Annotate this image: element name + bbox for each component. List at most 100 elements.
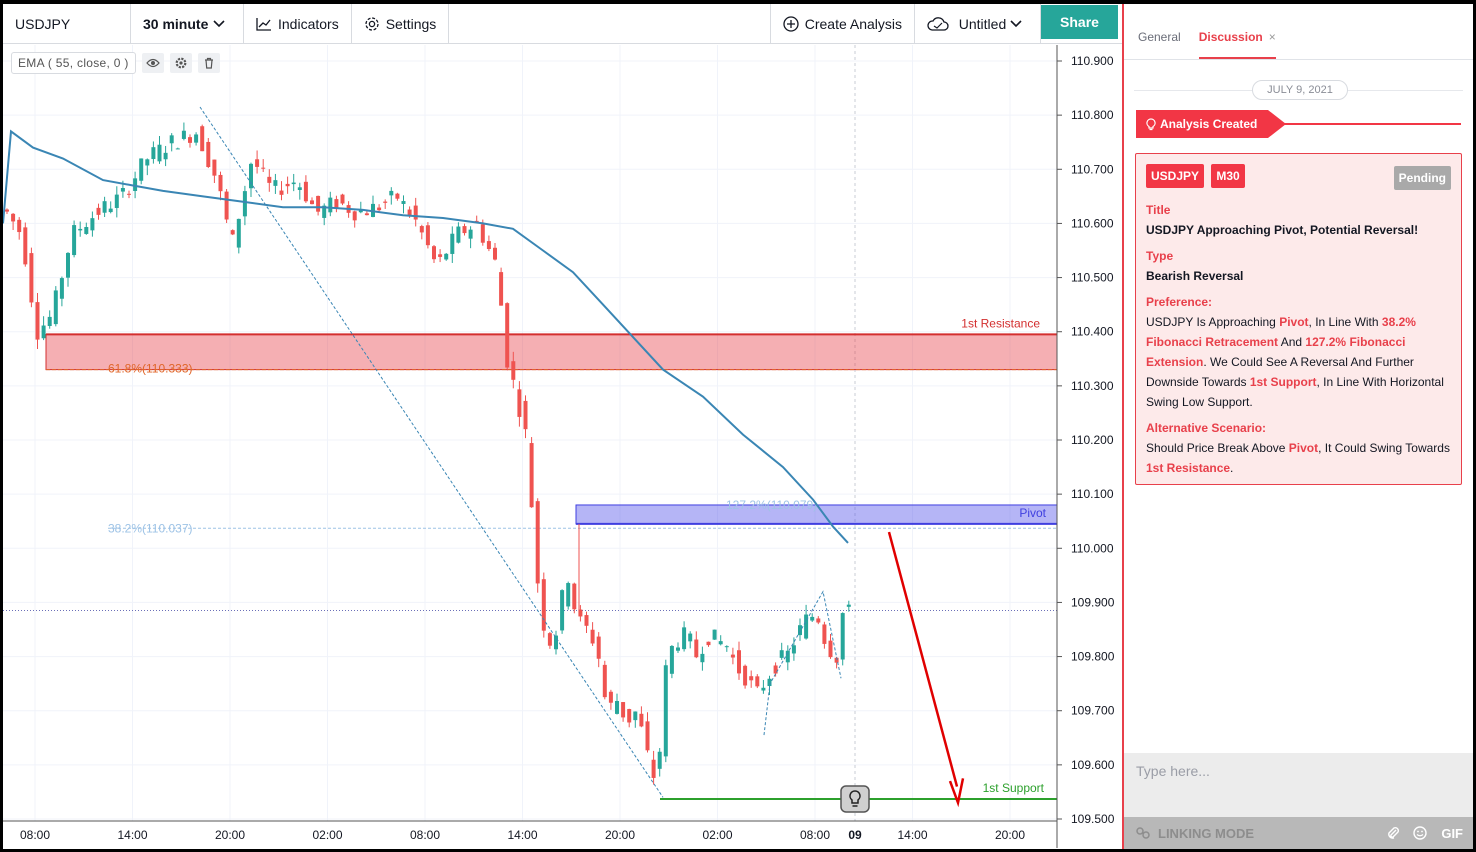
chart-grid xyxy=(3,45,1057,821)
close-icon[interactable]: × xyxy=(1268,30,1276,44)
tab-general[interactable]: General xyxy=(1138,30,1181,59)
candle-body xyxy=(688,633,693,642)
candle-body xyxy=(139,158,144,181)
price-axis-label: 110.700 xyxy=(1071,162,1114,176)
paperclip-icon[interactable] xyxy=(1387,826,1400,840)
candle-body xyxy=(78,228,83,231)
candle-body xyxy=(236,218,241,248)
candle-body xyxy=(407,209,412,217)
emoji-icon[interactable] xyxy=(1413,826,1428,840)
ema-line xyxy=(2,129,849,544)
message-input[interactable]: Type here... xyxy=(1124,753,1473,817)
candle-body xyxy=(682,627,687,650)
candle-body xyxy=(267,176,272,183)
symbol-selector[interactable]: USDJPY xyxy=(3,4,131,43)
candle-body xyxy=(584,615,589,626)
abcd-trendline xyxy=(763,590,842,736)
fib-618-label: 61.8%(110.333) xyxy=(108,362,193,376)
price-axis-label: 109.500 xyxy=(1071,812,1115,826)
status-badge: Pending xyxy=(1393,166,1451,190)
candle-body xyxy=(413,205,418,220)
candle-body xyxy=(206,141,211,167)
candle-body xyxy=(535,501,540,584)
candle-body xyxy=(834,657,839,663)
link-icon[interactable] xyxy=(1134,825,1152,841)
price-axis-label: 109.700 xyxy=(1071,704,1115,718)
gear-icon xyxy=(365,16,379,31)
candle-body xyxy=(590,629,595,644)
candle-body xyxy=(810,616,815,621)
layout-dropdown[interactable]: Untitled xyxy=(915,4,1041,43)
price-axis-label: 110.800 xyxy=(1071,108,1114,122)
candle-body xyxy=(700,653,705,663)
price-axis-label: 110.900 xyxy=(1071,54,1114,68)
candle-body xyxy=(602,664,607,698)
time-axis-label: 08:00 xyxy=(20,828,50,842)
candle-body xyxy=(200,126,205,152)
pivot-label: Pivot xyxy=(1019,506,1046,520)
share-button[interactable]: Share xyxy=(1041,5,1118,39)
price-chart[interactable]: 1st Resistance 61.8%(110.333) Pivot 38.2%(1… xyxy=(2,45,1122,848)
indicators-button[interactable]: Indicators xyxy=(244,4,352,43)
panel-tabs: General Discussion × xyxy=(1124,4,1473,60)
candle-body xyxy=(663,665,668,757)
candle-body xyxy=(273,180,278,186)
candle-body xyxy=(285,183,290,187)
candle-body xyxy=(474,220,479,222)
candle-body xyxy=(828,640,833,658)
alternative-label: Alternative Scenario: xyxy=(1146,421,1267,435)
candle-body xyxy=(486,241,491,250)
candle-body xyxy=(120,188,125,192)
candle-body xyxy=(816,618,821,623)
candle-body xyxy=(669,645,674,674)
settings-button[interactable]: Settings xyxy=(352,4,450,43)
gif-button[interactable]: GIF xyxy=(1441,825,1463,841)
chevron-down-icon xyxy=(213,19,225,27)
candle-body xyxy=(450,233,455,254)
candle-body xyxy=(499,272,504,306)
candle-body xyxy=(212,159,217,176)
gear-icon[interactable] xyxy=(169,53,192,73)
flag-line xyxy=(1274,123,1461,125)
candle-body xyxy=(377,207,382,211)
candle-body xyxy=(608,691,613,703)
candle-body xyxy=(108,208,113,213)
candle-body xyxy=(627,709,632,723)
candle-body xyxy=(444,253,449,260)
lightbulb-frame xyxy=(840,785,870,813)
chart-canvas[interactable]: 1st Resistance 61.8%(110.333) Pivot 38.2%(1… xyxy=(2,45,1122,848)
candle-body xyxy=(822,624,827,644)
create-analysis-button[interactable]: Create Analysis xyxy=(771,4,915,43)
settings-label: Settings xyxy=(385,15,437,32)
candle-body xyxy=(755,676,760,687)
candle-body xyxy=(523,400,528,430)
type-label: Type xyxy=(1146,249,1174,263)
candle-body xyxy=(23,227,28,265)
indicators-label: Indicators xyxy=(278,15,339,32)
candle-body xyxy=(657,751,662,769)
trash-icon[interactable] xyxy=(197,53,220,73)
candle-body xyxy=(425,225,430,246)
time-axis-label: 14:00 xyxy=(117,828,147,842)
candle-body xyxy=(785,650,790,663)
candle-body xyxy=(383,201,388,203)
tab-discussion[interactable]: Discussion × xyxy=(1198,30,1276,59)
linking-mode-label[interactable]: LINKING MODE xyxy=(1158,825,1255,841)
candle-body xyxy=(389,190,394,196)
candle-body xyxy=(505,303,510,368)
time-axis-label: 08:00 xyxy=(800,828,830,842)
candle-body xyxy=(578,609,583,617)
candle-body xyxy=(279,190,284,195)
time-axis-label: 20:00 xyxy=(605,828,635,842)
ema-legend-label[interactable]: EMA ( 55, close, 0 ) xyxy=(11,52,136,74)
interval-dropdown[interactable]: 30 minute xyxy=(131,4,244,43)
date-pill: JULY 9, 2021 xyxy=(1252,80,1348,100)
candle-body xyxy=(47,316,52,326)
candle-body xyxy=(151,147,156,160)
candle-body xyxy=(438,254,443,257)
price-axis-label: 110.400 xyxy=(1071,325,1114,339)
tab-discussion-label: Discussion xyxy=(1198,30,1263,44)
analysis-card[interactable]: USDJPY M30 Pending Title USDJPY Approach… xyxy=(1135,153,1462,485)
time-axis-label: 09 xyxy=(848,828,862,842)
eye-icon[interactable] xyxy=(141,53,164,73)
